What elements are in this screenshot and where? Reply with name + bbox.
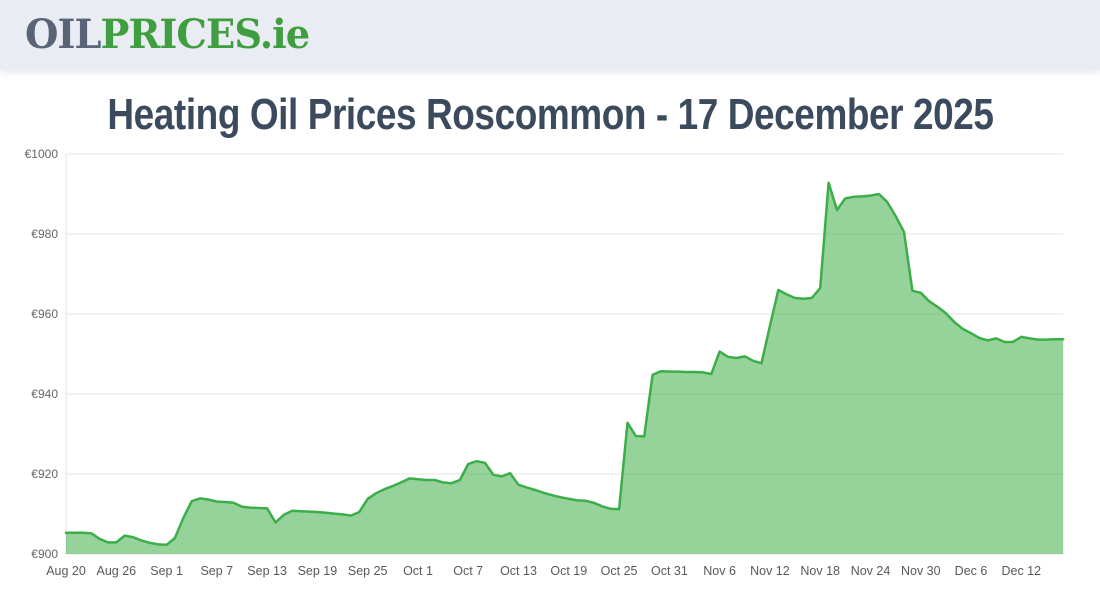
x-axis-label: Sep 1 <box>150 564 183 578</box>
x-axis-label: Oct 31 <box>651 564 688 578</box>
x-axis-label: Nov 24 <box>851 564 891 578</box>
y-axis-label: €960 <box>31 307 58 321</box>
site-header: OILPRICES.ie <box>0 0 1100 70</box>
x-axis-label: Oct 1 <box>403 564 433 578</box>
y-axis-label: €940 <box>31 387 58 401</box>
x-axis-label: Sep 25 <box>348 564 388 578</box>
logo-text-oil: OIL <box>25 11 101 58</box>
price-chart-svg[interactable]: €900 €920 €940 €960 €980 €1000 Aug 20 Aug 26 Sep… <box>0 141 1100 596</box>
x-axis-label: Nov 30 <box>901 564 941 578</box>
y-axis-label: €980 <box>31 227 58 241</box>
x-axis-label: Oct 19 <box>550 564 587 578</box>
x-axis-label: Oct 13 <box>500 564 537 578</box>
site-logo[interactable]: OILPRICES.ie <box>25 15 310 55</box>
price-area <box>66 183 1064 555</box>
x-axis-label: Oct 25 <box>601 564 638 578</box>
x-axis-label: Oct 7 <box>453 564 483 578</box>
logo-text-ie: .ie <box>259 11 310 58</box>
x-axis-label: Nov 18 <box>800 564 840 578</box>
y-axis-label: €1000 <box>25 147 59 161</box>
x-axis-label: Dec 6 <box>955 564 988 578</box>
price-line <box>64 181 1065 547</box>
x-axis-label: Aug 20 <box>46 564 86 578</box>
chart-container: €900 €920 €940 €960 €980 €1000 Aug 20 Aug 26 Sep… <box>0 141 1100 601</box>
y-axis-label: €920 <box>31 467 58 481</box>
x-axis-label: Sep 19 <box>298 564 338 578</box>
page-title: Heating Oil Prices Roscommon - 17 Decemb… <box>0 90 1100 139</box>
x-axis-label: Sep 13 <box>247 564 287 578</box>
logo-text-prices: PRICES <box>100 11 261 58</box>
page-title-text: Heating Oil Prices Roscommon - 17 Decemb… <box>106 90 994 139</box>
x-axis-label: Dec 12 <box>1001 564 1041 578</box>
x-axis-label: Aug 26 <box>96 564 136 578</box>
x-axis-label: Sep 7 <box>200 564 233 578</box>
x-axis-label: Nov 6 <box>703 564 736 578</box>
y-axis-label: €900 <box>31 547 58 561</box>
x-axis-label: Nov 12 <box>750 564 790 578</box>
